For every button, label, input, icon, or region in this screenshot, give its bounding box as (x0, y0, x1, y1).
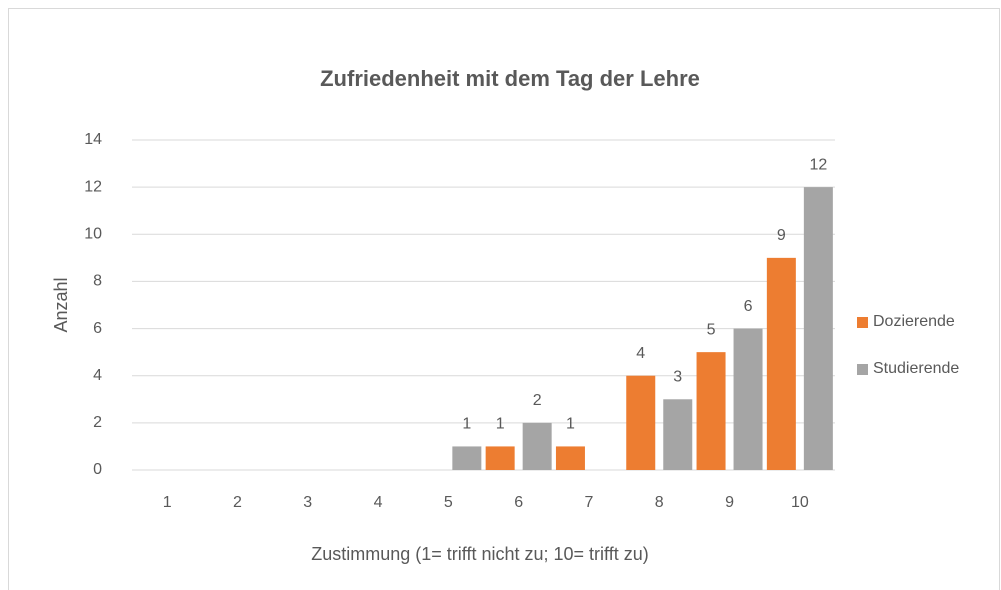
x-tick-label: 2 (233, 494, 242, 511)
x-tick-label: 5 (444, 494, 453, 511)
x-tick-label: 7 (584, 494, 593, 511)
bar (555, 446, 585, 470)
y-tick-label: 12 (84, 178, 102, 195)
legend-label: Studierende (873, 360, 959, 377)
x-tick-label: 1 (163, 494, 172, 511)
y-tick-label: 14 (84, 131, 102, 148)
data-label: 6 (744, 298, 753, 315)
chart-title: Zufriedenheit mit dem Tag der Lehre (320, 66, 700, 91)
y-axis-title: Anzahl (51, 277, 71, 332)
x-tick-label: 10 (791, 494, 809, 511)
legend-swatch (857, 364, 868, 375)
x-tick-label: 9 (725, 494, 734, 511)
data-label: 1 (496, 416, 505, 433)
y-tick-label: 10 (84, 226, 102, 243)
x-axis-title: Zustimmung (1= trifft nicht zu; 10= trif… (311, 544, 648, 564)
bar (522, 422, 552, 470)
data-label: 5 (707, 321, 716, 338)
bar (626, 375, 656, 470)
y-tick-label: 6 (93, 320, 102, 337)
legend-label: Dozierende (873, 313, 955, 330)
data-label: 9 (777, 227, 786, 244)
bar (696, 352, 726, 470)
data-label: 4 (636, 345, 645, 362)
chart-border (8, 8, 1000, 590)
data-label: 12 (809, 156, 827, 173)
y-tick-label: 2 (93, 414, 102, 431)
data-label: 1 (566, 416, 575, 433)
x-tick-label: 8 (655, 494, 664, 511)
legend-swatch (857, 317, 868, 328)
bar (663, 399, 693, 470)
bar (485, 446, 515, 470)
data-label: 3 (673, 369, 682, 386)
y-tick-label: 8 (93, 273, 102, 290)
data-label: 2 (533, 392, 542, 409)
x-tick-label: 4 (374, 494, 383, 511)
y-tick-label: 4 (93, 367, 102, 384)
y-tick-label: 0 (93, 461, 102, 478)
x-tick-label: 6 (514, 494, 523, 511)
x-tick-label: 3 (303, 494, 312, 511)
bar (803, 187, 833, 470)
bar (452, 446, 482, 470)
bar (766, 257, 796, 470)
data-label: 1 (462, 416, 471, 433)
bar (733, 328, 763, 470)
